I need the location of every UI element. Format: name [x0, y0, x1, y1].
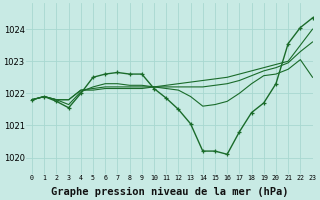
- X-axis label: Graphe pression niveau de la mer (hPa): Graphe pression niveau de la mer (hPa): [51, 186, 288, 197]
